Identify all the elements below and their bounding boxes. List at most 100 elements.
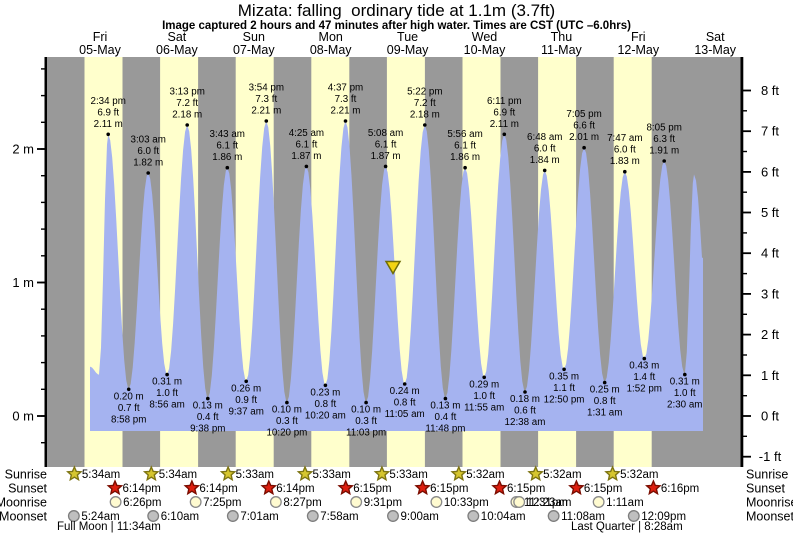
sunset-star-icon <box>337 479 355 496</box>
low-tide-ft: 0.8 ft <box>594 396 616 407</box>
right-major-tick <box>742 333 751 336</box>
high-tide-annotation: 6:48 am6.0 ft1.84 m <box>527 132 562 166</box>
high-tide-ft: 6.1 ft <box>454 141 476 152</box>
low-tide-annotation: 0.13 m0.4 ft9:38 pm <box>190 401 225 435</box>
left-minor-tick <box>41 175 46 177</box>
low-tide-time: 8:58 pm <box>111 414 146 425</box>
tide-point-dot <box>423 123 427 127</box>
high-tide-ft: 7.3 ft <box>255 94 277 105</box>
high-tide-ft: 6.9 ft <box>97 107 119 118</box>
high-tide-time: 2:34 pm <box>91 96 126 107</box>
high-tide-time: 7:47 am <box>607 133 642 144</box>
sunset-entry: 6:16pm <box>645 479 699 495</box>
low-tide-time: 11:05 am <box>385 409 425 420</box>
high-tide-m: 2.01 m <box>569 132 599 143</box>
low-tide-ft: 0.4 ft <box>197 412 219 423</box>
high-tide-time: 4:37 pm <box>328 82 363 93</box>
tide-point-dot <box>165 372 169 377</box>
day-label-dow: Wed <box>472 30 498 44</box>
right-major-tick <box>742 89 751 92</box>
astro-time: 9:00am <box>400 511 438 523</box>
moonrise-icon <box>513 496 526 508</box>
sunrise-star-icon <box>604 465 621 482</box>
right-minor-tick <box>742 191 747 193</box>
high-tide-m: 1.86 m <box>212 152 242 163</box>
tide-point-dot <box>383 164 388 169</box>
low-tide-ft: 0.8 ft <box>314 399 336 410</box>
high-tide-m: 1.83 m <box>610 156 640 167</box>
astro-time: 5:32am <box>620 469 658 481</box>
low-tide-ft: 1.0 ft <box>156 388 178 399</box>
low-tide-time: 12:50 pm <box>544 394 585 405</box>
high-tide-annotation: 5:56 am6.1 ft1.86 m <box>447 129 482 163</box>
low-tide-ft: 0.4 ft <box>435 412 457 423</box>
right-major-tick <box>742 130 751 133</box>
astro-row-label-right: Moonset <box>746 510 793 524</box>
moonset-entry: 9:00am <box>387 510 439 523</box>
right-major-tick <box>742 455 751 458</box>
sunset-entry: 6:15pm <box>491 479 545 495</box>
high-tide-m: 2.18 m <box>172 109 202 120</box>
moonrise-entry: 9:31pm <box>350 496 402 509</box>
astro-time: 5:32am <box>466 469 504 481</box>
astro-row-label-left: Sunrise <box>5 468 47 482</box>
astro-row-label-left: Moonset <box>0 510 48 524</box>
moonset-entry: 10:04am <box>467 510 526 523</box>
right-axis-label: -1 ft <box>759 449 782 464</box>
sunrise-entry: 5:33am <box>373 465 428 481</box>
moonrise-entry: 8:27pm <box>269 496 322 509</box>
high-tide-annotation: 3:43 am6.1 ft1.86 m <box>210 129 245 163</box>
astro-time: 11:08am <box>561 511 605 523</box>
left-major-tick <box>37 415 46 417</box>
high-tide-m: 2.11 m <box>94 119 123 130</box>
low-tide-m: 0.25 m <box>590 385 620 396</box>
high-tide-annotation: 8:05 pm6.3 ft1.91 m <box>646 123 681 157</box>
low-tide-time: 10:20 am <box>305 410 346 421</box>
astro-time: 5:24am <box>81 511 119 523</box>
right-axis-label: 3 ft <box>761 286 779 301</box>
low-tide-annotation: 0.31 m1.0 ft8:56 am <box>149 377 184 411</box>
sunrise-star-icon <box>296 465 314 482</box>
tide-point-dot <box>126 387 131 392</box>
tide-annotations: 2:34 pm6.9 ft2.11 m3:03 am6.0 ft1.82 m3:… <box>91 82 703 438</box>
low-tide-time: 11:55 am <box>464 402 504 413</box>
moonset-icon <box>467 510 480 522</box>
right-axis-label: 7 ft <box>761 124 779 139</box>
sunrise-entry: 5:33am <box>219 465 274 481</box>
low-tide-m: 0.23 m <box>310 387 340 398</box>
tide-point-dot <box>602 380 607 385</box>
day-label-date: 11-May <box>541 43 583 57</box>
astro-time: 5:34am <box>159 469 197 481</box>
moonset-icon <box>306 510 319 522</box>
low-tide-ft: 0.8 ft <box>394 397 416 408</box>
right-minor-tick <box>742 150 747 153</box>
astro-time: 6:15pm <box>430 483 468 495</box>
tide-point-dot <box>623 169 627 174</box>
tide-point-dot <box>463 165 467 170</box>
right-axis-line <box>740 57 744 467</box>
astro-row-label-right: Moonrise <box>746 496 793 510</box>
right-minor-tick <box>742 272 747 275</box>
astro-time: 7:01am <box>240 511 278 523</box>
low-tide-ft: 0.3 ft <box>276 416 298 427</box>
high-tide-m: 2.18 m <box>410 109 440 120</box>
tide-point-dot <box>343 119 348 123</box>
low-tide-time: 10:20 pm <box>266 428 307 439</box>
high-tide-time: 4:25 am <box>289 128 324 139</box>
right-major-tick <box>742 293 751 295</box>
low-tide-m: 0.24 m <box>390 386 420 397</box>
high-tide-m: 2.21 m <box>251 105 281 116</box>
left-minor-tick <box>41 255 46 257</box>
low-tide-annotation: 0.43 m1.4 ft1:52 pm <box>627 361 662 395</box>
moonset-entry: 7:58am <box>306 510 359 523</box>
moonset-entry: 12:09pm <box>627 510 686 523</box>
astro-time: 6:15pm <box>584 483 622 495</box>
axes: 0 m 1 m 2 m -1 ft 0 ft 1 ft 2 ft 3 ft 4 ft 5 ft 6 … <box>12 57 782 467</box>
sunset-entry: 6:15pm <box>414 479 468 495</box>
astro-time: 8:27pm <box>283 497 321 509</box>
high-tide-time: 6:48 am <box>527 132 562 143</box>
moonset-entry: 6:10am <box>147 510 199 523</box>
